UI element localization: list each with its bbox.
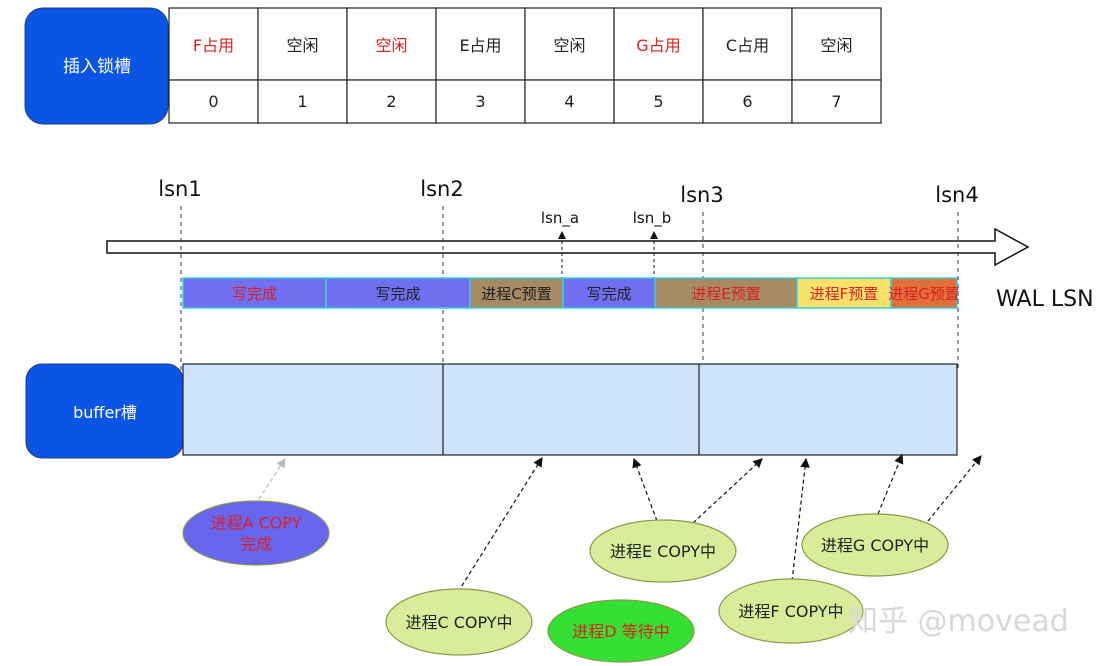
slot-index: 5 <box>653 92 663 111</box>
wal-segment-label: 进程F预置 <box>810 285 879 303</box>
wal-segment-1: 写完成 <box>182 277 327 309</box>
slot-cell-6: C占用 6 <box>702 7 793 124</box>
watermark: 知乎 @movead <box>848 604 1069 639</box>
wal-segment-label: 进程C预置 <box>481 285 551 303</box>
slot-status: 空闲 <box>286 36 318 55</box>
wal-segment-label: 进程E预置 <box>691 285 760 303</box>
process-label: 进程A COPY <box>211 514 302 533</box>
process-a-node: 进程A COPY 完成 <box>182 500 330 566</box>
lsn-sub-marker-b: lsn_b <box>633 209 672 292</box>
lsn-marker-label: lsn1 <box>158 177 201 201</box>
slot-index: 2 <box>386 92 396 111</box>
lsn-marker-2: lsn2 <box>420 177 464 370</box>
slot-status: 空闲 <box>553 36 585 55</box>
lsn-markers: lsn1 lsn2 lsn3 lsn4 lsn_a lsn_b <box>158 177 979 370</box>
buffer-label: buffer槽 <box>25 363 184 459</box>
timeline-arrow <box>106 227 1030 267</box>
slot-status: 空闲 <box>820 36 852 55</box>
slot-index: 0 <box>208 92 218 111</box>
process-c-node: 进程C COPY中 <box>385 588 533 656</box>
lsn-marker-label: lsn4 <box>935 183 978 207</box>
slot-cell-0: F占用 0 <box>168 7 259 124</box>
slot-cell-1: 空闲 1 <box>257 7 348 124</box>
lock-slots-label-text: 插入锁槽 <box>63 57 131 77</box>
buffer-label-text: buffer槽 <box>73 403 137 422</box>
slot-index: 6 <box>742 92 752 111</box>
wal-segment-label: 进程G预置 <box>888 285 960 303</box>
process-d-node: 进程D 等待中 <box>547 599 695 663</box>
lsn-sub-marker-a: lsn_a <box>541 209 579 292</box>
slot-cell-7: 空闲 7 <box>791 7 882 124</box>
wal-segment-3: 进程C预置 <box>469 277 564 309</box>
process-label: 进程C COPY中 <box>405 613 512 632</box>
slot-index: 1 <box>297 92 307 111</box>
lsn-marker-4: lsn4 <box>935 183 979 370</box>
wal-segment-label: 写完成 <box>586 285 631 303</box>
wal-segment-2: 写完成 <box>325 277 471 309</box>
wal-segment-4: 写完成 <box>562 277 656 309</box>
slot-cell-3: E占用 3 <box>435 7 526 124</box>
slot-index: 3 <box>475 92 485 111</box>
lock-slot-table: F占用 0 空闲 1 空闲 2 E占用 3 空闲 4 G占用 5 C占用 6 空闲 7 <box>168 7 882 124</box>
slot-status: E占用 <box>459 36 501 55</box>
slot-status: G占用 <box>636 36 680 55</box>
buffer-region <box>182 363 958 456</box>
process-g-node: 进程G COPY中 <box>801 513 949 577</box>
process-label: 进程F COPY中 <box>738 602 843 621</box>
slot-cell-4: 空闲 4 <box>524 7 615 124</box>
wal-lsn-label: WAL LSN <box>996 287 1094 312</box>
slot-index: 7 <box>831 92 841 111</box>
slot-status: C占用 <box>726 36 769 55</box>
slot-status: 空闲 <box>375 36 407 55</box>
wal-segment-6: 进程F预置 <box>796 277 892 309</box>
slot-index: 4 <box>564 92 574 111</box>
lsn-marker-3: lsn3 <box>680 183 724 370</box>
process-connectors <box>254 453 982 593</box>
process-label: 进程G COPY中 <box>821 536 929 555</box>
lsn-marker-label: lsn3 <box>680 183 723 207</box>
process-label: 完成 <box>240 535 272 554</box>
wal-lsn-bar: 写完成 写完成 进程C预置 写完成 进程E预置 进程F预置 进程G预置 <box>182 277 960 309</box>
slot-status: F占用 <box>193 36 234 55</box>
wal-segment-label: 写完成 <box>232 285 277 303</box>
wal-segment-label: 写完成 <box>375 285 420 303</box>
slot-cell-2: 空闲 2 <box>346 7 437 124</box>
slot-cell-5: G占用 5 <box>613 7 704 124</box>
lsn-sub-marker-label: lsn_a <box>541 209 579 228</box>
process-label: 进程E COPY中 <box>610 542 716 561</box>
lock-slots-label: 插入锁槽 <box>24 7 169 125</box>
lsn-marker-label: lsn2 <box>420 177 463 201</box>
wal-segment-5: 进程E预置 <box>654 277 798 309</box>
lsn-sub-marker-label: lsn_b <box>633 209 672 228</box>
wal-segment-7: 进程G预置 <box>888 277 960 309</box>
lsn-marker-1: lsn1 <box>158 177 202 370</box>
process-label: 进程D 等待中 <box>572 622 669 641</box>
process-f-node: 进程F COPY中 <box>718 578 864 644</box>
process-e-node: 进程E COPY中 <box>589 519 737 583</box>
